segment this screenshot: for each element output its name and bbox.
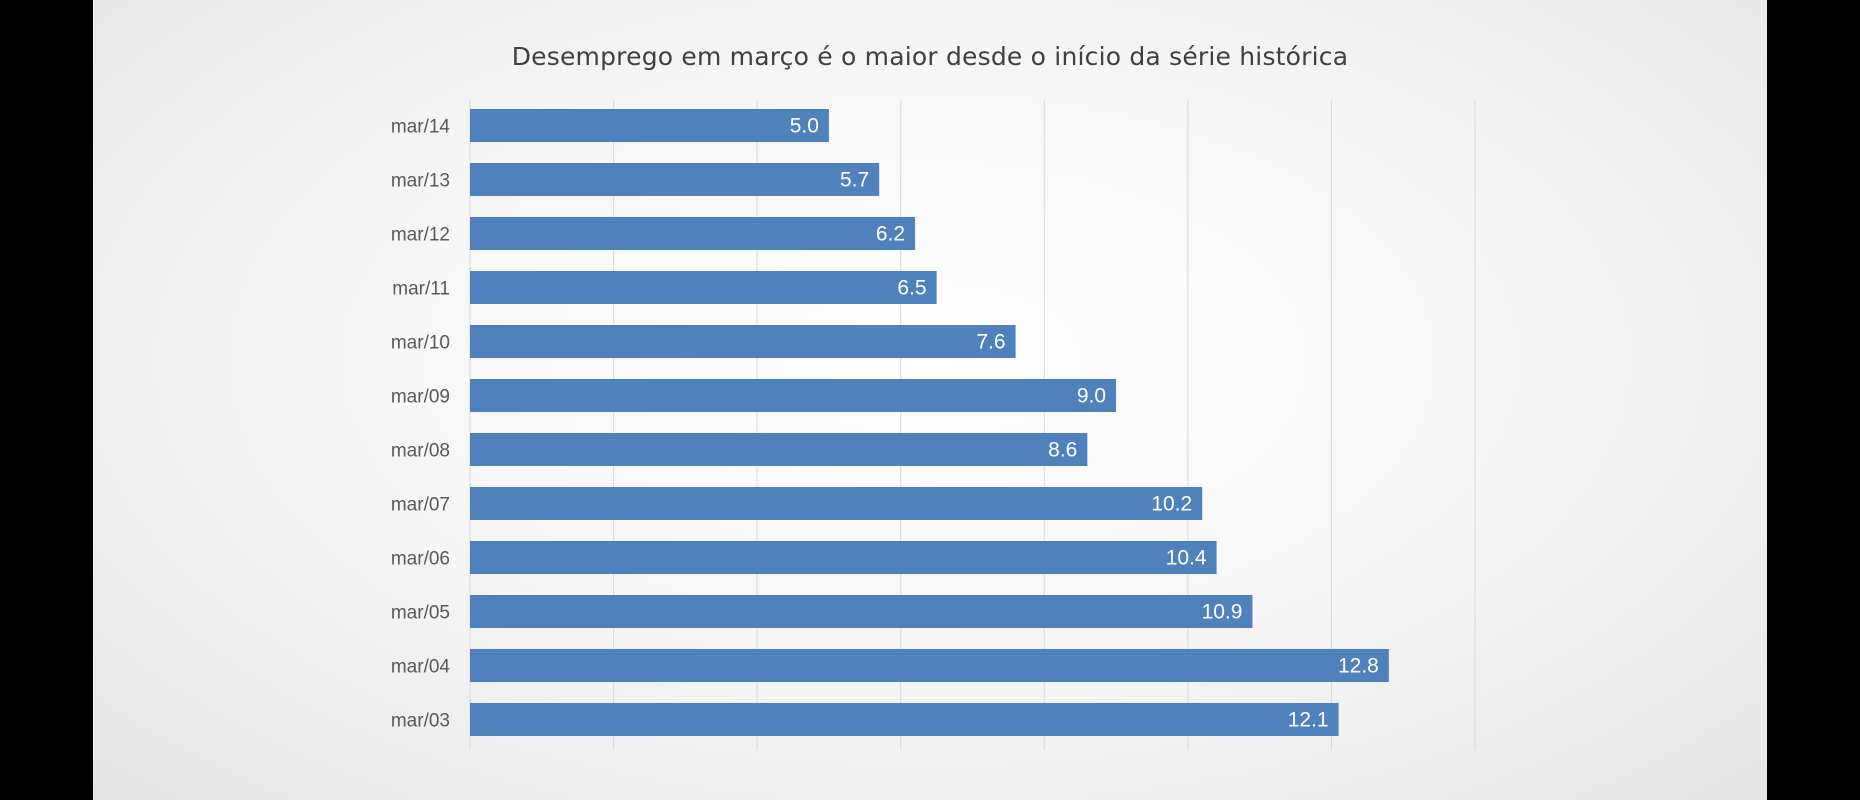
bar-value-label: 6.5 (897, 277, 926, 300)
bar (470, 649, 1389, 682)
chart-title: Desemprego em março é o maior desde o in… (511, 42, 1349, 71)
bar-value-label: 12.8 (1338, 655, 1379, 678)
bar (470, 109, 829, 142)
bar-chart: 5.0 mar/14 5.7 mar/13 6.2 mar/12 6.5 mar/11 7.6 m… (391, 100, 1476, 750)
category-label: mar/06 (391, 549, 450, 570)
category-label: mar/12 (391, 225, 450, 246)
bar (470, 271, 937, 304)
bar-value-label: 6.2 (876, 223, 905, 246)
category-label: mar/13 (391, 171, 450, 192)
category-label: mar/14 (391, 117, 451, 138)
category-label: mar/08 (391, 441, 450, 462)
bar-value-label: 9.0 (1077, 385, 1106, 408)
bar-value-label: 5.7 (840, 169, 869, 192)
bar-value-label: 5.0 (790, 115, 819, 138)
bar (470, 541, 1217, 574)
bar-value-label: 10.9 (1202, 601, 1243, 624)
slide-background: Desemprego em março é o maior desde o in… (93, 0, 1767, 800)
category-label: mar/04 (391, 657, 451, 678)
category-label: mar/10 (391, 333, 450, 354)
bar (470, 703, 1339, 736)
bar-value-label: 12.1 (1288, 709, 1329, 732)
bar (470, 163, 880, 196)
bar-value-label: 8.6 (1048, 439, 1077, 462)
bar (470, 325, 1016, 358)
bar-value-label: 10.4 (1166, 547, 1207, 570)
bar-value-label: 7.6 (976, 331, 1005, 354)
bar (470, 217, 916, 250)
category-label: mar/03 (391, 711, 450, 732)
bar (470, 433, 1088, 466)
category-label: mar/09 (391, 387, 450, 408)
bar (470, 379, 1117, 412)
category-label: mar/07 (391, 495, 450, 516)
bar (470, 595, 1253, 628)
category-label: mar/05 (391, 603, 450, 624)
bar-value-label: 10.2 (1151, 493, 1192, 516)
category-label: mar/11 (392, 279, 450, 300)
bar (470, 487, 1203, 520)
